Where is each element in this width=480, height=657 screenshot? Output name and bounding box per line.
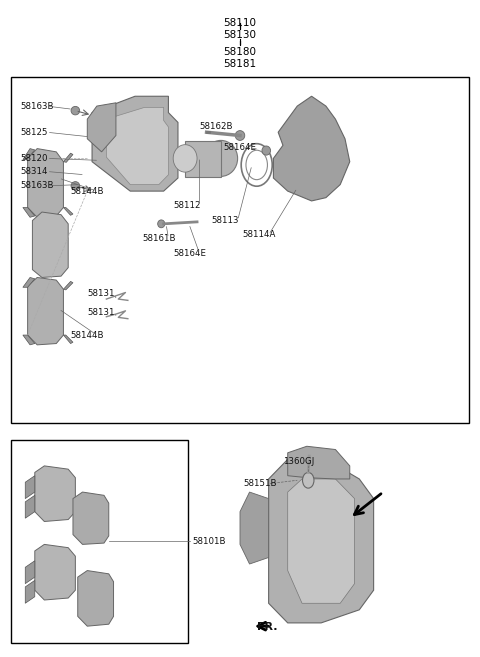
- Text: 58112: 58112: [173, 201, 201, 210]
- Text: 58131: 58131: [87, 289, 115, 298]
- Text: 58131: 58131: [87, 308, 115, 317]
- Ellipse shape: [71, 106, 80, 115]
- Polygon shape: [28, 148, 63, 217]
- Polygon shape: [87, 102, 116, 152]
- Text: 58144B: 58144B: [71, 187, 104, 196]
- Polygon shape: [33, 212, 68, 277]
- Text: 1360GJ: 1360GJ: [283, 457, 314, 466]
- Polygon shape: [25, 495, 35, 518]
- Polygon shape: [23, 335, 35, 345]
- Text: 58314: 58314: [21, 167, 48, 176]
- Polygon shape: [92, 97, 178, 191]
- Ellipse shape: [235, 131, 245, 141]
- Polygon shape: [288, 479, 355, 603]
- Ellipse shape: [204, 141, 238, 176]
- Text: 58130: 58130: [224, 30, 256, 39]
- Text: 58144B: 58144B: [71, 330, 104, 340]
- Text: 58101B: 58101B: [192, 537, 226, 545]
- Ellipse shape: [173, 145, 197, 172]
- Polygon shape: [23, 208, 35, 217]
- Polygon shape: [35, 545, 75, 600]
- FancyBboxPatch shape: [11, 440, 188, 643]
- Text: 58181: 58181: [223, 59, 257, 69]
- Text: 58162B: 58162B: [199, 122, 233, 131]
- Polygon shape: [23, 148, 35, 160]
- Polygon shape: [35, 466, 75, 522]
- Text: 58151B: 58151B: [244, 479, 277, 488]
- Polygon shape: [240, 492, 269, 564]
- Ellipse shape: [71, 181, 80, 190]
- Text: 58113: 58113: [211, 216, 239, 225]
- Text: 58161B: 58161B: [142, 234, 176, 242]
- Text: 58163B: 58163B: [21, 181, 54, 191]
- Polygon shape: [288, 446, 350, 479]
- Polygon shape: [23, 277, 35, 287]
- Polygon shape: [107, 107, 168, 185]
- Text: 58164E: 58164E: [223, 143, 256, 152]
- Ellipse shape: [157, 220, 165, 228]
- Text: 58163B: 58163B: [21, 102, 54, 110]
- Polygon shape: [25, 580, 35, 603]
- Polygon shape: [25, 560, 35, 583]
- Text: 58180: 58180: [224, 47, 256, 57]
- Ellipse shape: [262, 146, 271, 155]
- Text: 58164E: 58164E: [173, 249, 206, 258]
- FancyBboxPatch shape: [11, 77, 469, 423]
- Text: 58110: 58110: [224, 18, 256, 28]
- Polygon shape: [274, 97, 350, 201]
- Polygon shape: [25, 476, 35, 499]
- Polygon shape: [63, 153, 73, 162]
- Polygon shape: [73, 492, 109, 545]
- FancyBboxPatch shape: [185, 141, 221, 177]
- Polygon shape: [63, 335, 73, 344]
- Text: 58125: 58125: [21, 127, 48, 137]
- Polygon shape: [63, 281, 73, 290]
- Polygon shape: [78, 570, 114, 626]
- Circle shape: [302, 472, 314, 488]
- Text: FR.: FR.: [257, 622, 277, 633]
- Polygon shape: [63, 208, 73, 215]
- Polygon shape: [28, 277, 63, 345]
- Polygon shape: [269, 459, 373, 623]
- Text: 58114A: 58114A: [242, 231, 276, 239]
- Text: 58120: 58120: [21, 154, 48, 163]
